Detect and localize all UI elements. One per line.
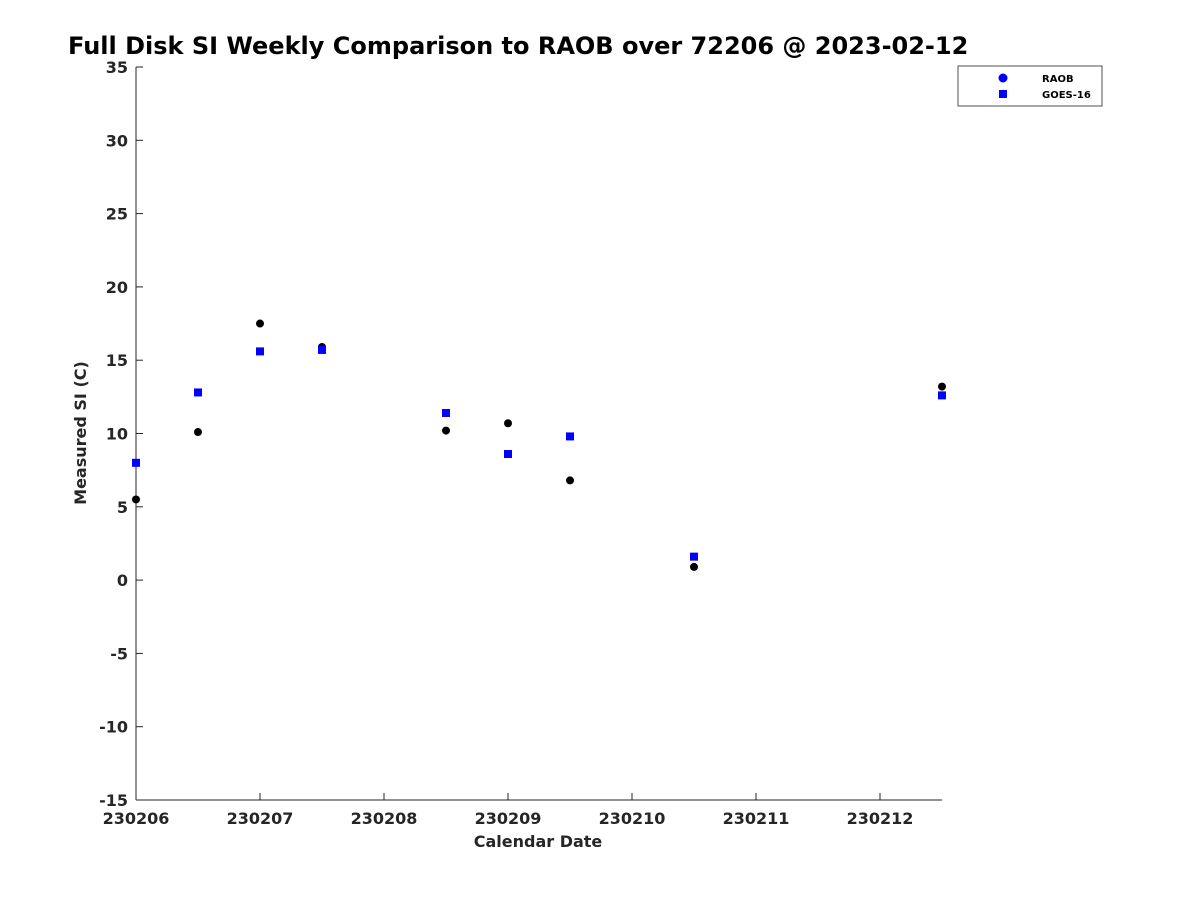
x-tick-label: 230210	[599, 809, 666, 828]
goes16-point	[256, 347, 264, 356]
raob-point	[504, 419, 512, 428]
raob-point	[938, 382, 946, 391]
legend-goes-marker	[999, 90, 1007, 98]
goes16-point	[194, 388, 202, 397]
y-axis-label: Measured SI (C)	[71, 361, 90, 505]
x-tick-label: 230207	[227, 809, 294, 828]
y-tick-label: -15	[99, 791, 128, 810]
legend-goes-label: GOES-16	[1042, 90, 1091, 101]
legend-raob-label: RAOB	[1042, 74, 1074, 85]
y-tick-label: 30	[106, 131, 128, 150]
raob-point	[194, 428, 202, 437]
chart-axes	[135, 67, 942, 801]
goes16-point	[442, 408, 450, 417]
legend-box	[957, 65, 1103, 107]
chart-legend: RAOB GOES-16	[957, 65, 1103, 107]
x-tick-label: 230208	[351, 809, 418, 828]
x-axis-label: Calendar Date	[474, 832, 603, 851]
y-tick-label: 20	[106, 278, 128, 297]
x-tick-label: 230206	[103, 809, 170, 828]
x-tick-label: 230209	[475, 809, 542, 828]
y-tick-label: 10	[106, 425, 128, 444]
y-tick-label: 15	[106, 351, 128, 370]
y-tick-label: -5	[110, 644, 128, 663]
y-tick-label: -10	[99, 718, 128, 737]
goes16-point	[318, 345, 326, 354]
raob-point	[690, 562, 698, 571]
x-axis-ticks: 230206 230207 230208 230209 230210 230211 2302…	[103, 793, 914, 828]
data-points	[132, 319, 946, 571]
x-tick-label: 230211	[723, 809, 790, 828]
goes16-point	[132, 458, 140, 467]
goes16-point	[690, 552, 698, 561]
legend-raob-marker	[998, 73, 1008, 83]
x-tick-label: 230212	[847, 809, 914, 828]
goes16-point	[504, 450, 512, 459]
y-tick-label: 5	[117, 498, 128, 517]
goes16-point	[566, 432, 574, 441]
chart-title: Full Disk SI Weekly Comparison to RAOB o…	[68, 32, 968, 60]
y-tick-label: 35	[106, 58, 128, 77]
y-tick-label: 25	[106, 205, 128, 224]
y-tick-label: 0	[117, 571, 128, 590]
raob-point	[132, 495, 140, 504]
raob-point	[256, 319, 264, 328]
raob-point	[566, 476, 574, 485]
goes16-point	[938, 391, 946, 400]
y-axis-ticks: -15 -10 -5 0 5 10 15 20 25 30 35	[99, 58, 143, 810]
raob-point	[442, 426, 450, 435]
